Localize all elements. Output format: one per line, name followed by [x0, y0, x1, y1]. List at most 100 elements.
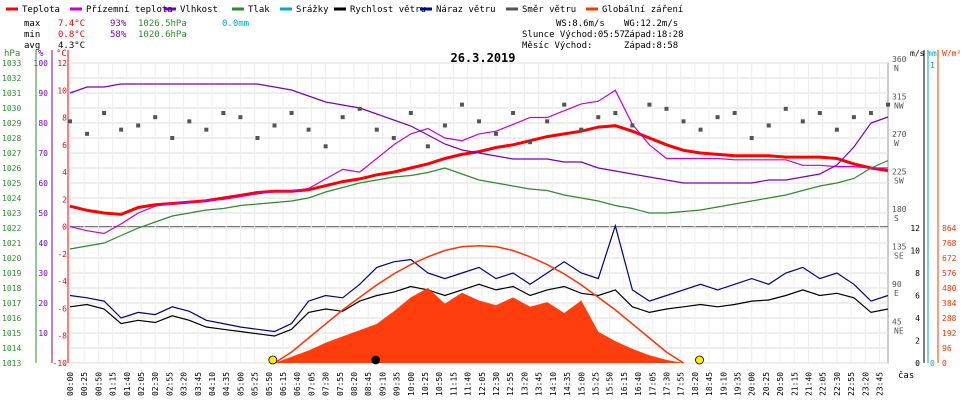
x-tick-label: 02:55 [165, 372, 174, 396]
x-tick-label: 21:15 [790, 372, 799, 396]
pct-tick-label: 80 [38, 119, 48, 128]
mm-tick-label: 1 [930, 61, 935, 70]
series-line-rychlost-v-tru [69, 283, 889, 337]
x-tick-label: 19:35 [733, 372, 742, 396]
hpa-tick-label: 1020 [2, 254, 21, 263]
event-marker [371, 355, 381, 365]
dir-compass-label: W [894, 139, 899, 148]
dir-tick-label: 90 [892, 280, 902, 289]
point-smer-vetru [732, 111, 737, 115]
point-smer-vetru [579, 127, 584, 132]
point-smer-vetru [868, 111, 873, 115]
x-axis: 00:00 00:25 00:50 01:15 01:40 02:05 02:30 02:55… [66, 372, 884, 396]
x-tick-label: 20:50 [776, 372, 785, 396]
x-tick-label: 12:30 [492, 372, 501, 396]
x-tick-label: 14:10 [549, 372, 558, 396]
x-tick-label: 03:45 [194, 372, 203, 396]
point-smer-vetru [238, 115, 243, 120]
point-smer-vetru [681, 119, 686, 124]
point-smer-vetru [323, 144, 328, 149]
dir-compass-label: SW [894, 177, 904, 186]
series-line-max-z-en- [274, 245, 684, 364]
point-smer-vetru [255, 136, 260, 140]
temp-axis-title: °C [56, 49, 67, 59]
dir-compass-label: S [894, 214, 899, 223]
series-line-teplota [69, 124, 889, 216]
point-smer-vetru [459, 102, 464, 107]
stat-max-label: max [24, 19, 41, 29]
ms-axis-title: m/s [910, 49, 925, 58]
point-smer-vetru [170, 136, 175, 140]
point-smer-vetru [851, 115, 856, 120]
x-tick-label: 01:40 [123, 372, 132, 396]
mm-tick-label: 0 [930, 359, 935, 368]
point-smer-vetru [374, 127, 379, 132]
point-smer-vetru [630, 123, 635, 128]
dir-tick-label: 135 [892, 243, 907, 252]
series-line-n-raz-v-tru [69, 223, 889, 333]
pct-tick-label: 20 [38, 299, 48, 308]
pct-tick-label: 50 [38, 209, 48, 218]
dir-compass-label: E [894, 289, 899, 298]
x-tick-label: 20:25 [762, 372, 771, 396]
x-tick-label: 22:55 [847, 372, 856, 396]
legend-label: Srážky [296, 5, 329, 15]
legend-label: Vlhkost [180, 5, 218, 15]
point-smer-vetru [528, 140, 533, 145]
x-tick-label: 23:20 [861, 372, 870, 396]
temp-tick-label: 8 [62, 114, 67, 123]
x-tick-label: 19:10 [719, 372, 728, 396]
legend-label: Přízemní teplota [86, 5, 173, 15]
hpa-axis-title: hPa [4, 49, 20, 59]
pct-tick-label: 70 [38, 149, 48, 158]
hpa-tick-label: 1028 [2, 134, 21, 143]
x-tick-label: 07:55 [336, 372, 345, 396]
hpa-tick-label: 1033 [2, 59, 21, 68]
point-smer-vetru [834, 127, 839, 132]
wm2-tick-label: 576 [942, 269, 957, 278]
temp-tick-label: -2 [57, 250, 67, 259]
x-tick-label: 23:45 [875, 372, 884, 396]
dir-tick-label: 180 [892, 205, 907, 214]
point-smer-vetru [136, 123, 141, 128]
ms-tick-label: 12 [910, 224, 920, 233]
temp-tick-label: -4 [57, 277, 67, 286]
point-smer-vetru [800, 119, 805, 124]
dir-tick-label: 45 [892, 318, 902, 327]
wm2-tick-label: 96 [942, 344, 952, 353]
point-smer-vetru [698, 127, 703, 132]
x-tick-label: 05:00 [236, 372, 245, 396]
x-unit-label: čas [898, 370, 914, 381]
x-tick-label: 06:15 [279, 372, 288, 396]
point-smer-vetru [596, 115, 601, 120]
ms-tick-label: 0 [915, 359, 920, 368]
dir-compass-label: NW [894, 102, 904, 111]
point-smer-vetru [664, 106, 669, 111]
wm2-tick-label: 384 [942, 299, 957, 308]
x-tick-label: 15:50 [606, 372, 615, 396]
x-tick-label: 07:30 [322, 372, 331, 396]
hpa-tick-label: 1016 [2, 314, 21, 323]
stat-avg-label: avg [24, 41, 40, 51]
point-smer-vetru [289, 111, 294, 115]
x-tick-label: 10:00 [407, 372, 416, 396]
wm2-axis-title: W/m² [942, 49, 961, 58]
stat-mesic-zapad: Západ:8:58 [624, 41, 678, 51]
x-tick-label: 15:00 [577, 372, 586, 396]
x-tick-label: 04:35 [222, 372, 231, 396]
temp-tick-label: 12 [57, 59, 67, 68]
wm2-tick-label: 672 [942, 254, 957, 263]
temp-tick-label: 0 [62, 223, 67, 232]
mm-axis-title: mm [927, 49, 937, 58]
x-tick-label: 07:05 [307, 372, 316, 396]
series-line-vlhkost [69, 83, 889, 184]
hpa-tick-label: 1013 [2, 359, 21, 368]
x-tick-label: 12:55 [506, 372, 515, 396]
point-smer-vetru [494, 131, 499, 136]
wm2-tick-label: 0 [942, 359, 947, 368]
stat-min-label: min [24, 30, 40, 40]
point-smer-vetru [119, 127, 124, 132]
point-smer-vetru [357, 106, 362, 111]
dir-tick-label: 270 [892, 130, 907, 139]
x-tick-label: 22:05 [819, 372, 828, 396]
